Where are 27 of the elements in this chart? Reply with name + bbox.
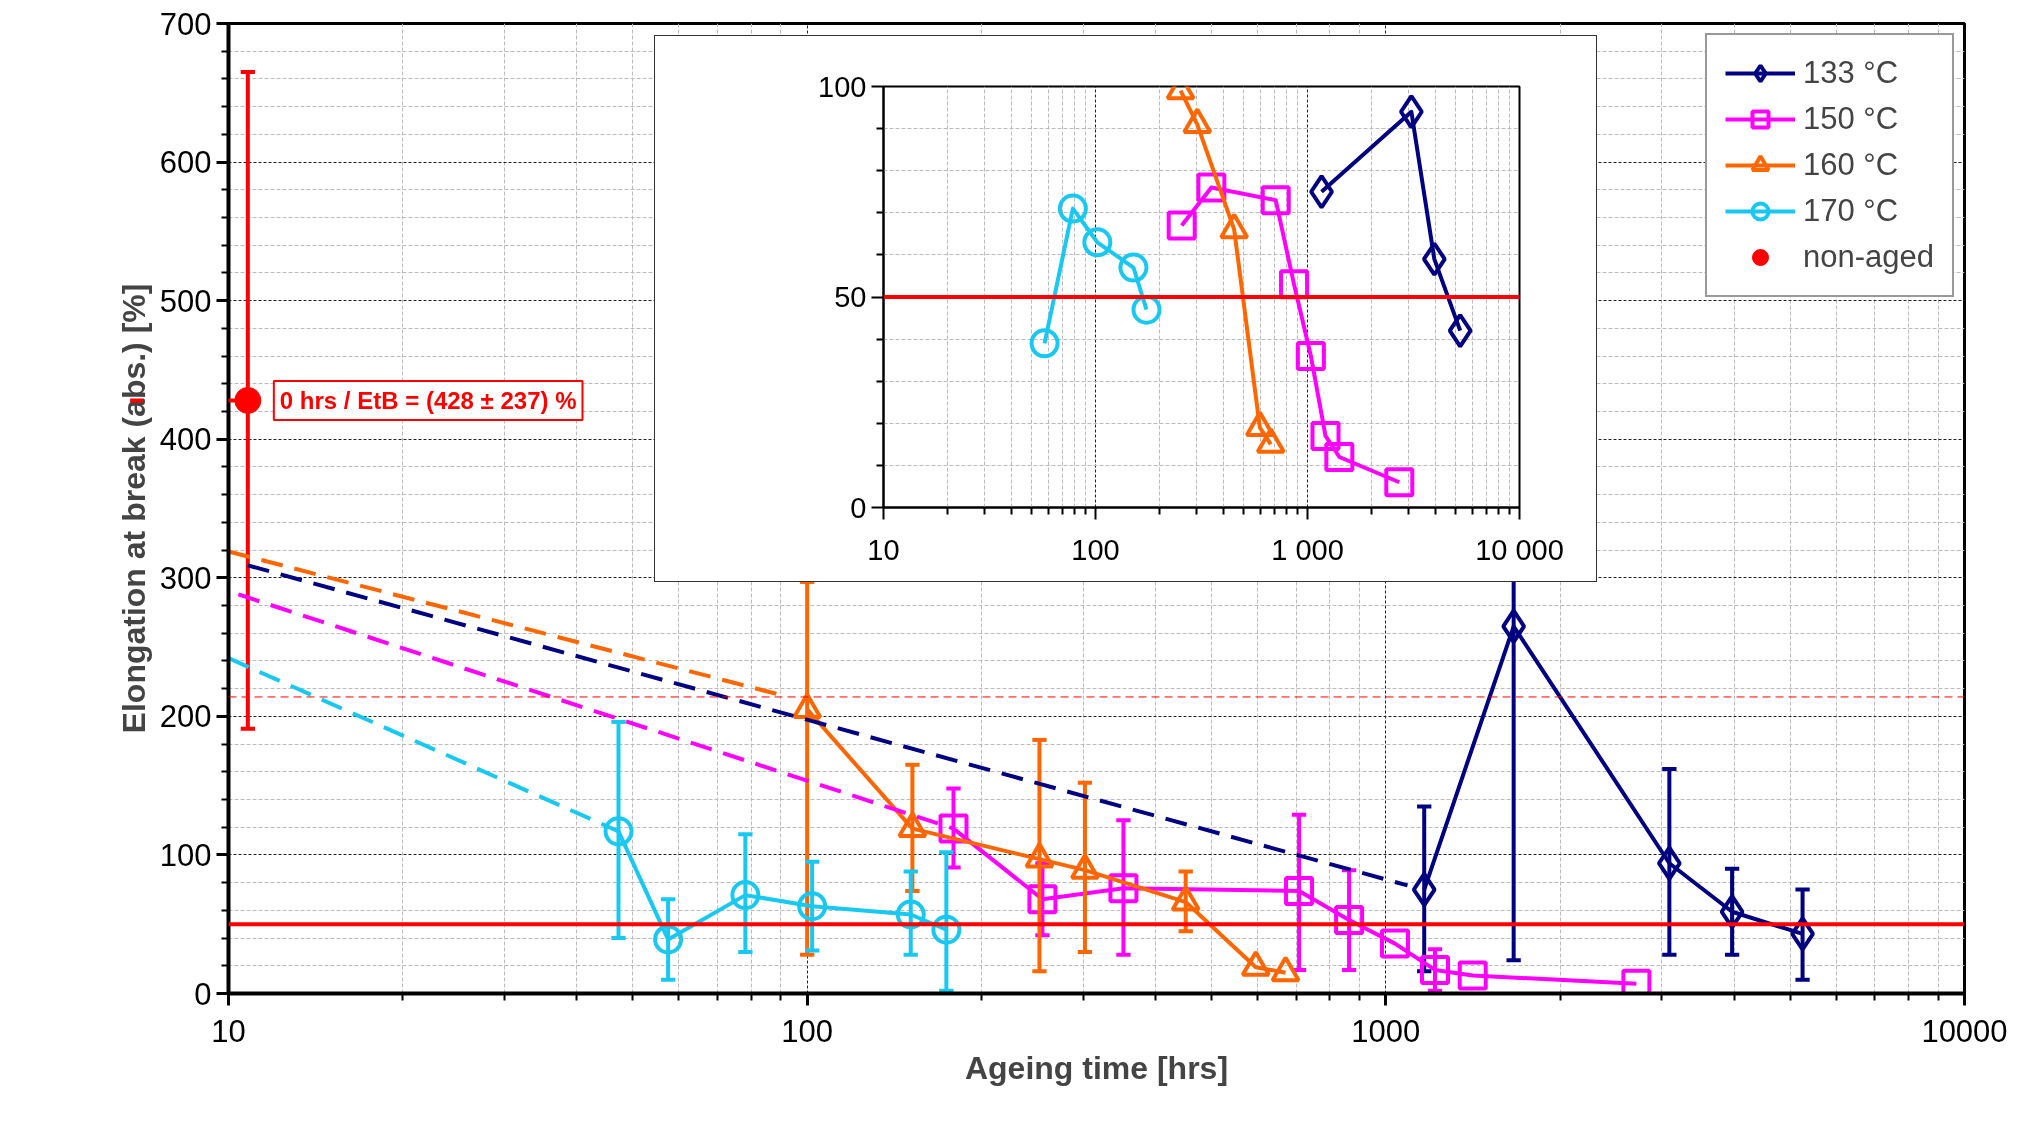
y-axis-title: Elongation at break (abs.) [%] [115,283,152,734]
legend-label: non-aged [1802,239,1934,275]
x-tick-label: 100 [781,1013,834,1049]
legend-label: 160 °C [1802,147,1899,183]
y-tick-label: 200 [159,699,212,735]
y-tick-label: 300 [159,560,212,596]
x-tick-label: 10 [211,1013,246,1049]
legend-label: 150 °C [1802,101,1899,137]
x-tick-label: 1 000 [1271,533,1344,566]
x-tick-label: 10 000 [1475,533,1564,566]
x-axis-title: Ageing time [hrs] [964,1049,1229,1086]
y-tick-label: 400 [159,422,212,458]
annotation: 0 hrs / EtB = (428 ± 237) % [279,386,577,414]
legend-label: 170 °C [1802,193,1899,229]
y-tick-label: 100 [818,70,867,103]
y-tick-label: 700 [159,6,212,42]
y-tick-label: 50 [834,281,867,313]
legend-label: 133 °C [1802,55,1899,91]
x-tick-label: 10000 [1921,1013,2008,1049]
y-tick-label: 600 [159,145,212,181]
x-tick-label: 10 [867,533,900,566]
y-tick-label: 100 [159,837,212,873]
y-tick-label: 0 [850,491,867,524]
y-tick-label: 500 [159,283,212,319]
x-tick-label: 100 [1071,533,1120,566]
x-tick-label: 1000 [1351,1013,1421,1049]
y-tick-label: 0 [194,976,212,1012]
